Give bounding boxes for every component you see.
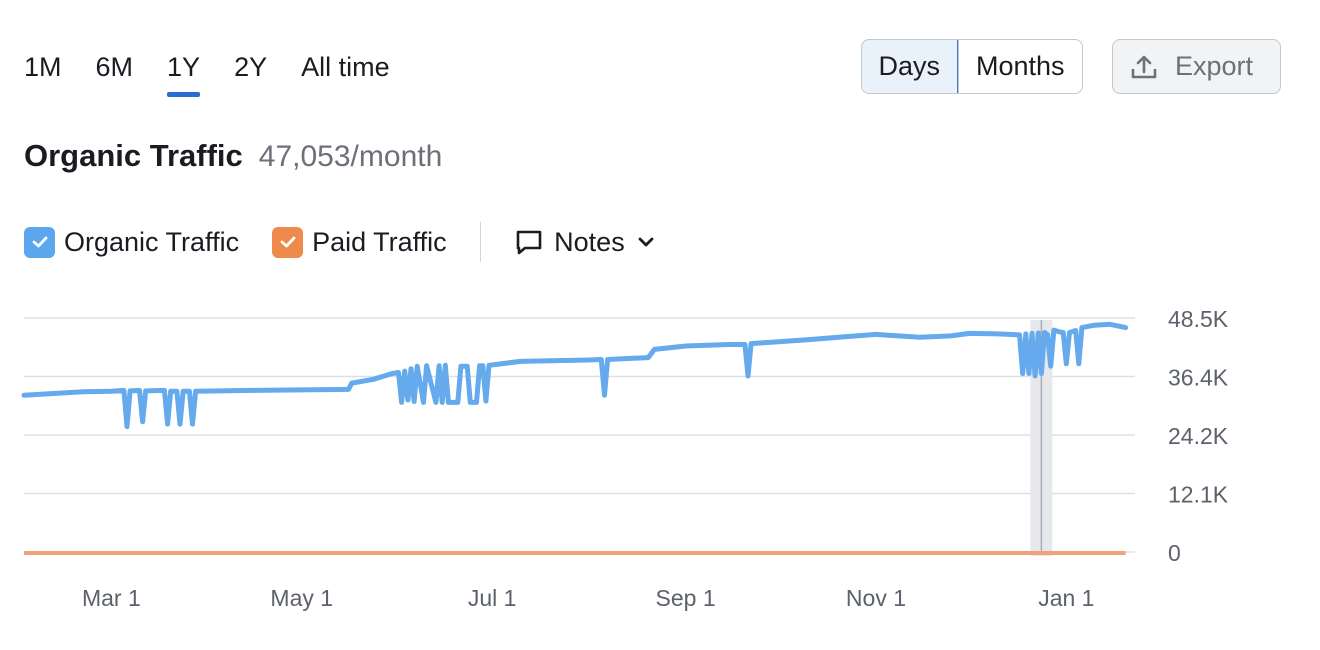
- page-title: Organic Traffic: [24, 138, 243, 173]
- chart-header: Organic Traffic 47,053/month: [24, 138, 442, 174]
- y-tick-label: 0: [1168, 540, 1181, 566]
- range-tab-6m[interactable]: 6M: [95, 52, 134, 82]
- legend-item-organic[interactable]: Organic Traffic: [24, 226, 240, 258]
- organic-checkbox[interactable]: [24, 226, 55, 258]
- legend: Organic Traffic Paid Traffic Notes: [24, 222, 657, 262]
- notes-label: Notes: [554, 226, 625, 257]
- months-button[interactable]: Months: [958, 40, 1082, 93]
- traffic-value: 47,053/month: [258, 140, 443, 173]
- range-tab-1m[interactable]: 1M: [24, 52, 62, 82]
- chevron-down-icon: [638, 237, 654, 247]
- paid-checkbox[interactable]: [272, 226, 304, 258]
- legend-item-paid[interactable]: Paid Traffic: [272, 226, 447, 258]
- x-tick-label: Sep 1: [656, 585, 716, 611]
- export-label: Export: [1175, 51, 1254, 81]
- comment-icon: [516, 230, 542, 255]
- x-tick-label: May 1: [270, 585, 333, 611]
- x-tick-label: Jul 1: [468, 585, 517, 611]
- y-tick-label: 36.4K: [1168, 365, 1229, 391]
- export-button[interactable]: Export: [1112, 39, 1281, 94]
- range-tab-all-time[interactable]: All time: [301, 52, 390, 82]
- checkmark-icon: [280, 236, 295, 248]
- date-range-tabs: 1M 6M 1Y 2Y All time: [24, 48, 390, 97]
- legend-divider: [479, 222, 482, 262]
- y-tick-label: 48.5K: [1168, 306, 1229, 332]
- y-tick-label: 24.2K: [1168, 423, 1229, 449]
- days-button[interactable]: Days: [861, 40, 959, 93]
- y-tick-label: 12.1K: [1168, 482, 1229, 508]
- series-line-organic-traffic: [21, 321, 1129, 430]
- upload-icon: [1131, 55, 1157, 78]
- notes-dropdown[interactable]: Notes: [514, 227, 657, 258]
- range-tab-2y[interactable]: 2Y: [234, 52, 268, 82]
- legend-label-paid: Paid Traffic: [312, 226, 447, 257]
- range-tab-1y[interactable]: 1Y: [167, 48, 201, 97]
- granularity-toggle: Days Months: [861, 39, 1083, 94]
- legend-label-organic: Organic Traffic: [64, 226, 240, 257]
- traffic-chart[interactable]: 48.5K 36.4K 24.2K 12.1K 0 Mar 1 May 1 Jul 1 Sep …: [0, 290, 1320, 630]
- x-tick-label: Jan 1: [1038, 585, 1094, 611]
- x-tick-label: Mar 1: [82, 585, 141, 611]
- checkmark-icon: [32, 236, 47, 248]
- x-tick-label: Nov 1: [846, 585, 906, 611]
